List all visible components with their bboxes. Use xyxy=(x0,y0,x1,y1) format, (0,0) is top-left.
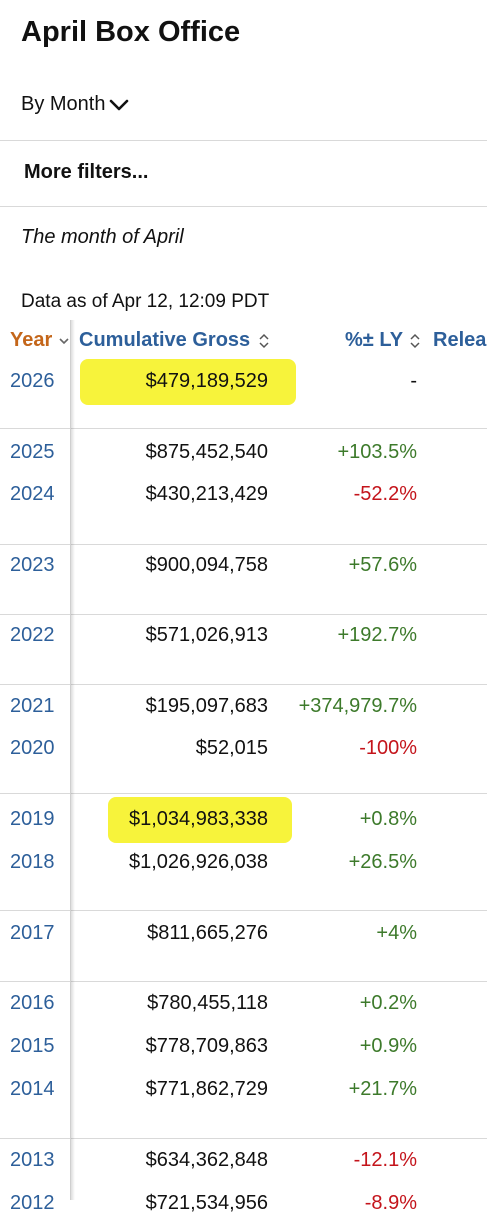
year-link[interactable]: 2025 xyxy=(10,441,55,463)
pct-change-cell: +192.7% xyxy=(337,624,417,646)
year-link[interactable]: 2022 xyxy=(10,624,55,646)
frozen-column-shadow xyxy=(71,320,75,1200)
page-title: April Box Office xyxy=(21,16,241,48)
cumulative-gross-cell: $571,026,913 xyxy=(145,624,268,646)
highlight-marker xyxy=(108,797,292,843)
cumulative-gross-cell: $52,015 xyxy=(195,737,268,759)
highlight-marker xyxy=(80,359,296,405)
pct-change-cell: -100% xyxy=(359,737,417,759)
year-link[interactable]: 2019 xyxy=(10,808,55,830)
row-divider xyxy=(0,1138,487,1139)
cumulative-gross-cell: $875,452,540 xyxy=(145,441,268,463)
release-column-header[interactable]: Relea xyxy=(433,329,486,352)
year-link[interactable]: 2018 xyxy=(10,851,55,873)
cumulative-gross-cell: $1,026,926,038 xyxy=(128,851,268,873)
view-selector-label: By Month xyxy=(21,93,106,115)
row-divider xyxy=(0,910,487,911)
pct-change-cell: - xyxy=(410,370,417,392)
year-link[interactable]: 2020 xyxy=(10,737,55,759)
table-header: Year Cumulative Gross %± LY Relea xyxy=(0,320,487,362)
pct-change-cell: +26.5% xyxy=(348,851,417,873)
sort-desc-icon xyxy=(59,337,69,344)
year-link[interactable]: 2016 xyxy=(10,992,55,1014)
release-header-label: Relea xyxy=(433,329,487,351)
pct-change-cell: +4% xyxy=(376,922,417,944)
cumulative-gross-cell: $721,534,956 xyxy=(145,1192,268,1214)
cumulative-gross-cell: $430,213,429 xyxy=(145,483,268,505)
pct-change-cell: +0.8% xyxy=(359,808,417,830)
row-divider xyxy=(0,544,487,545)
year-link[interactable]: 2015 xyxy=(10,1035,55,1057)
cumulative-gross-cell: $780,455,118 xyxy=(147,992,268,1014)
pct-change-cell: +57.6% xyxy=(348,554,417,576)
year-link[interactable]: 2014 xyxy=(10,1078,55,1100)
year-link[interactable]: 2021 xyxy=(10,695,55,717)
cumulative-gross-cell: $634,362,848 xyxy=(145,1149,268,1171)
filter-description: The month of April xyxy=(21,226,184,248)
row-divider xyxy=(0,793,487,794)
cumulative-gross-cell: $900,094,758 xyxy=(145,554,268,576)
cumulative-gross-cell: $771,862,729 xyxy=(145,1078,268,1100)
pct-change-cell: +0.9% xyxy=(359,1035,417,1057)
row-divider xyxy=(0,981,487,982)
sort-icon xyxy=(410,333,420,348)
pct-change-cell: -12.1% xyxy=(353,1149,417,1171)
pct-column-header[interactable]: %± LY xyxy=(345,329,421,352)
divider xyxy=(0,140,487,141)
cumulative-gross-cell: $778,709,863 xyxy=(145,1035,268,1057)
more-filters-button[interactable]: More filters... xyxy=(24,161,149,183)
year-link[interactable]: 2024 xyxy=(10,483,55,505)
data-timestamp: Data as of Apr 12, 12:09 PDT xyxy=(21,291,270,312)
year-header-label: Year xyxy=(10,329,53,351)
year-link[interactable]: 2012 xyxy=(10,1192,55,1214)
cumulative-gross-cell: $1,034,983,338 xyxy=(128,808,268,830)
pct-change-cell: +0.2% xyxy=(359,992,417,1014)
year-link[interactable]: 2026 xyxy=(10,370,55,392)
pct-change-cell: -8.9% xyxy=(364,1192,417,1214)
gross-header-label: Cumulative Gross xyxy=(79,329,251,351)
column-divider xyxy=(70,320,71,1200)
cumulative-gross-cell: $479,189,529 xyxy=(145,370,268,392)
row-divider xyxy=(0,614,487,615)
row-divider xyxy=(0,684,487,685)
cumulative-gross-cell: $811,665,276 xyxy=(147,922,268,944)
cumulative-gross-cell: $195,097,683 xyxy=(145,695,268,717)
pct-header-label: %± LY xyxy=(345,329,404,351)
pct-change-cell: +374,979.7% xyxy=(298,695,417,717)
divider xyxy=(0,206,487,207)
gross-column-header[interactable]: Cumulative Gross xyxy=(79,329,270,352)
pct-change-cell: +21.7% xyxy=(348,1078,417,1100)
year-link[interactable]: 2023 xyxy=(10,554,55,576)
year-link[interactable]: 2013 xyxy=(10,1149,55,1171)
sort-icon xyxy=(259,333,269,348)
view-selector[interactable]: By Month xyxy=(21,93,129,116)
chevron-down-icon xyxy=(110,99,129,110)
year-link[interactable]: 2017 xyxy=(10,922,55,944)
pct-change-cell: +103.5% xyxy=(337,441,417,463)
row-divider xyxy=(0,428,487,429)
pct-change-cell: -52.2% xyxy=(353,483,417,505)
year-column-header[interactable]: Year xyxy=(10,329,70,352)
